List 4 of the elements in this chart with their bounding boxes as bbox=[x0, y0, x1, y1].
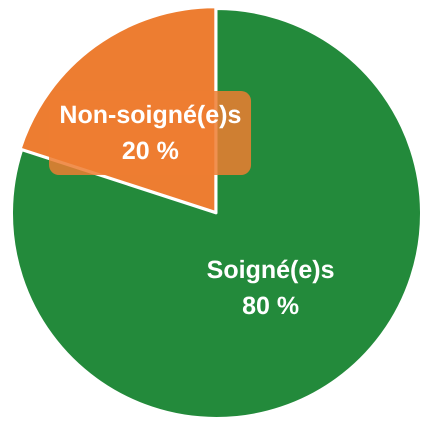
slice-label: Non-soigné(e)s bbox=[59, 100, 242, 128]
data-label: 20 % bbox=[122, 136, 179, 164]
slice-label: Soigné(e)s bbox=[206, 256, 334, 284]
data-label: 80 % bbox=[242, 292, 300, 320]
